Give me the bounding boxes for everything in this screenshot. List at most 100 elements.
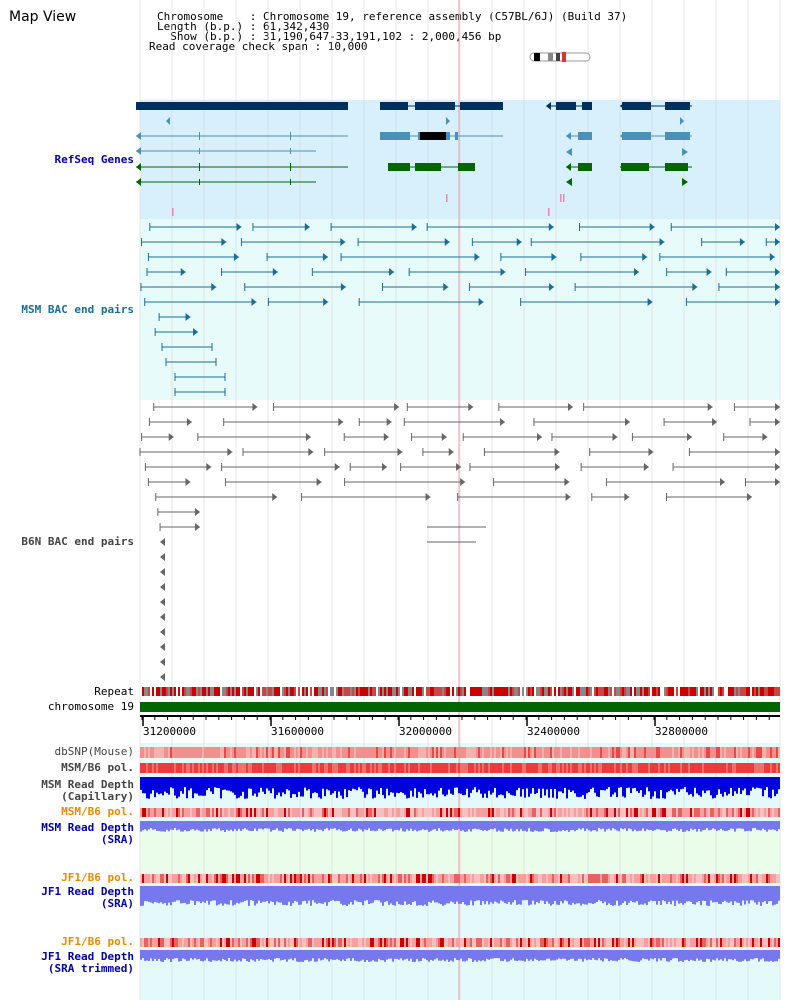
polymorphism-cell — [356, 808, 358, 817]
read-depth-bar — [702, 777, 704, 791]
read-depth-bar — [324, 821, 326, 830]
polymorphism-cell — [296, 874, 298, 883]
read-depth-bar — [378, 886, 380, 901]
read-depth-bar — [194, 950, 196, 959]
repeat-segment — [398, 687, 400, 696]
polymorphism-cell — [572, 874, 574, 883]
read-depth-bar — [574, 821, 576, 832]
label-msm-b6-pol-2[interactable]: MSM/B6 pol. — [61, 805, 134, 818]
polymorphism-cell — [238, 938, 240, 947]
read-depth-bar — [640, 821, 642, 831]
polymorphism-cell — [672, 874, 674, 883]
polymorphism-cell — [576, 747, 578, 758]
bac-end-arrow — [195, 523, 200, 531]
read-depth-bar — [484, 777, 486, 794]
read-depth-bar — [180, 886, 182, 904]
label-msm-depth-sra[interactable]: MSM Read Depth (SRA) — [41, 821, 134, 846]
read-depth-bar — [166, 950, 168, 959]
read-depth-bar — [218, 950, 220, 961]
polymorphism-cell — [688, 874, 690, 883]
read-depth-bar — [520, 886, 522, 905]
label-msm-depth-capillary[interactable]: MSM Read Depth (Capillary) — [41, 778, 134, 803]
bac-end-arrow — [340, 283, 346, 291]
label-jf1-b6-pol-1[interactable]: JF1/B6 pol. — [61, 871, 134, 884]
read-depth-bar — [536, 821, 538, 831]
polymorphism-cell — [700, 808, 702, 817]
polymorphism-cell — [730, 747, 732, 758]
polymorphism-cell — [546, 938, 548, 947]
polymorphism-cell — [492, 763, 494, 773]
read-depth-bar — [550, 821, 552, 832]
gene-tick — [166, 117, 170, 125]
polymorphism-cell — [748, 808, 750, 817]
read-depth-bar — [150, 886, 152, 903]
label-refseq-genes[interactable]: RefSeq Genes — [54, 153, 134, 166]
label-jf1-depth-sra[interactable]: JF1 Read Depth (SRA) — [41, 885, 134, 910]
read-depth-bar — [730, 777, 732, 788]
read-depth-bar — [546, 777, 548, 790]
label-dbsnp[interactable]: dbSNP(Mouse) — [54, 745, 134, 758]
bac-end-arrow — [386, 418, 392, 426]
repeat-segment — [550, 687, 552, 696]
bac-end-arrow — [762, 433, 768, 441]
polymorphism-cell — [142, 747, 144, 758]
repeat-segment — [430, 687, 432, 696]
polymorphism-cell — [532, 747, 534, 758]
polymorphism-cell — [626, 747, 628, 758]
polymorphism-cell — [302, 747, 304, 758]
bac-end-arrow — [382, 463, 388, 471]
polymorphism-cell — [150, 938, 152, 947]
polymorphism-cell — [544, 938, 546, 947]
read-depth-bar — [668, 886, 670, 902]
polymorphism-cell — [358, 808, 360, 817]
polymorphism-cell — [732, 747, 734, 758]
label-msm-b6-pol-1[interactable]: MSM/B6 pol. — [61, 761, 134, 774]
polymorphism-cell — [420, 938, 422, 947]
read-depth-bar — [434, 777, 436, 794]
polymorphism-cell — [766, 747, 768, 758]
repeat-segment — [426, 687, 428, 696]
bac-end-arrow — [272, 493, 278, 501]
polymorphism-cell — [590, 763, 592, 773]
polymorphism-cell — [266, 938, 268, 947]
polymorphism-cell — [260, 874, 262, 883]
polymorphism-cell — [254, 938, 256, 947]
polymorphism-cell — [762, 938, 764, 947]
read-depth-bar — [496, 886, 498, 903]
repeat-segment — [564, 687, 566, 696]
polymorphism-cell — [392, 938, 394, 947]
label-jf1-b6-pol-2[interactable]: JF1/B6 pol. — [61, 935, 134, 948]
read-depth-bar — [248, 886, 250, 906]
polymorphism-cell — [326, 874, 328, 883]
polymorphism-cell — [394, 874, 396, 883]
label-b6n-bac[interactable]: B6N BAC end pairs — [21, 535, 134, 548]
label-jf1-depth-trimmed[interactable]: JF1 Read Depth (SRA trimmed) — [41, 950, 134, 975]
polymorphism-cell — [384, 808, 386, 817]
polymorphism-cell — [772, 763, 774, 773]
read-depth-bar — [342, 886, 344, 906]
read-depth-bar — [308, 886, 310, 901]
read-depth-bar — [608, 777, 610, 788]
polymorphism-cell — [692, 747, 694, 758]
read-depth-bar — [616, 821, 618, 831]
bac-end-arrow — [443, 283, 449, 291]
polymorphism-cell — [678, 763, 680, 773]
polymorphism-cell — [272, 808, 274, 817]
polymorphism-cell — [288, 938, 290, 947]
label-msm-bac[interactable]: MSM BAC end pairs — [21, 303, 134, 316]
polymorphism-cell — [498, 747, 500, 758]
polymorphism-cell — [776, 763, 778, 773]
polymorphism-cell — [490, 808, 492, 817]
polymorphism-cell — [230, 874, 232, 883]
read-depth-bar — [552, 777, 554, 798]
read-depth-bar — [492, 950, 494, 959]
read-depth-bar — [230, 777, 232, 792]
polymorphism-cell — [350, 763, 352, 773]
polymorphism-cell — [278, 747, 280, 758]
polymorphism-cell — [186, 938, 188, 947]
polymorphism-cell — [636, 874, 638, 883]
polymorphism-cell — [472, 808, 474, 817]
repeat-segment — [400, 687, 402, 696]
repeat-segment — [520, 687, 522, 696]
